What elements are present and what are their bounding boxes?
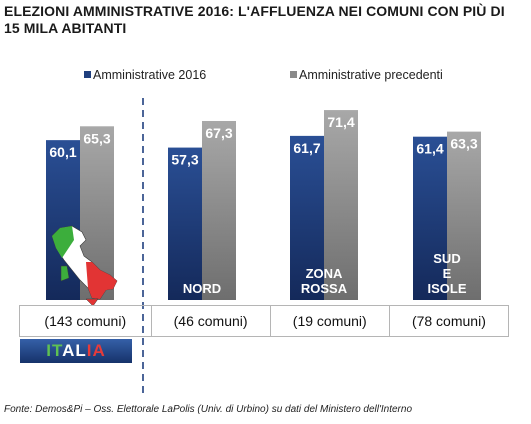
region-label-sud-isole-2: ISOLE (427, 281, 466, 296)
count-cell-italia: (143 comuni) (19, 305, 152, 337)
region-label-zona-rossa-1: ROSSA (301, 281, 348, 296)
value-label-nord-precedenti: 67,3 (205, 125, 232, 141)
value-label-zona-rossa-precedenti: 71,4 (327, 114, 354, 130)
count-cell-sud-isole: (78 comuni) (388, 305, 510, 337)
count-cell-zona-rossa: (19 comuni) (269, 305, 390, 337)
bar-zona-rossa-precedenti (324, 110, 358, 301)
count-cell-nord: (46 comuni) (150, 305, 271, 337)
legend-item-2016: Amministrative 2016 (84, 68, 206, 82)
italy-map-icon (51, 225, 118, 307)
legend: Amministrative 2016 Amministrative prece… (0, 68, 531, 88)
value-label-sud-isole-precedenti: 63,3 (450, 136, 477, 152)
legend-item-precedenti: Amministrative precedenti (290, 68, 443, 82)
value-label-nord-2016: 57,3 (171, 152, 198, 168)
value-label-zona-rossa-2016: 61,7 (293, 140, 320, 156)
region-label-nord-0: NORD (183, 281, 221, 296)
chart-title: ELEZIONI AMMINISTRATIVE 2016: L'AFFLUENZ… (4, 3, 505, 36)
source-note: Fonte: Demos&Pi – Oss. Elettorale LaPoli… (4, 404, 413, 415)
badge-letters-green: IT (46, 341, 63, 360)
italia-badge: ITALIA (20, 339, 132, 363)
region-label-sud-isole-1: E (443, 266, 452, 281)
municipality-count-table: (143 comuni) (46 comuni) (19 comuni) (78… (19, 305, 510, 337)
bar-sud-isole-2016 (413, 136, 447, 300)
legend-label-precedenti: Amministrative precedenti (299, 68, 443, 82)
region-label-sud-isole-0: SUD (433, 251, 460, 266)
badge-letters-white: AL (62, 341, 87, 360)
bar-zona-rossa-2016 (290, 135, 324, 300)
value-label-sud-isole-2016: 61,4 (416, 141, 443, 157)
bar-nord-precedenti (202, 120, 236, 301)
legend-swatch-2016 (84, 71, 91, 78)
region-label-zona-rossa-0: ZONA (306, 266, 343, 281)
badge-letters-red: IA (86, 341, 106, 360)
legend-swatch-precedenti (290, 71, 297, 78)
legend-label-2016: Amministrative 2016 (93, 68, 207, 82)
value-label-italia-precedenti: 65,3 (83, 130, 110, 146)
value-label-italia-2016: 60,1 (49, 144, 76, 160)
bar-sud-isole-precedenti (447, 131, 481, 300)
bar-nord-2016 (168, 147, 202, 300)
